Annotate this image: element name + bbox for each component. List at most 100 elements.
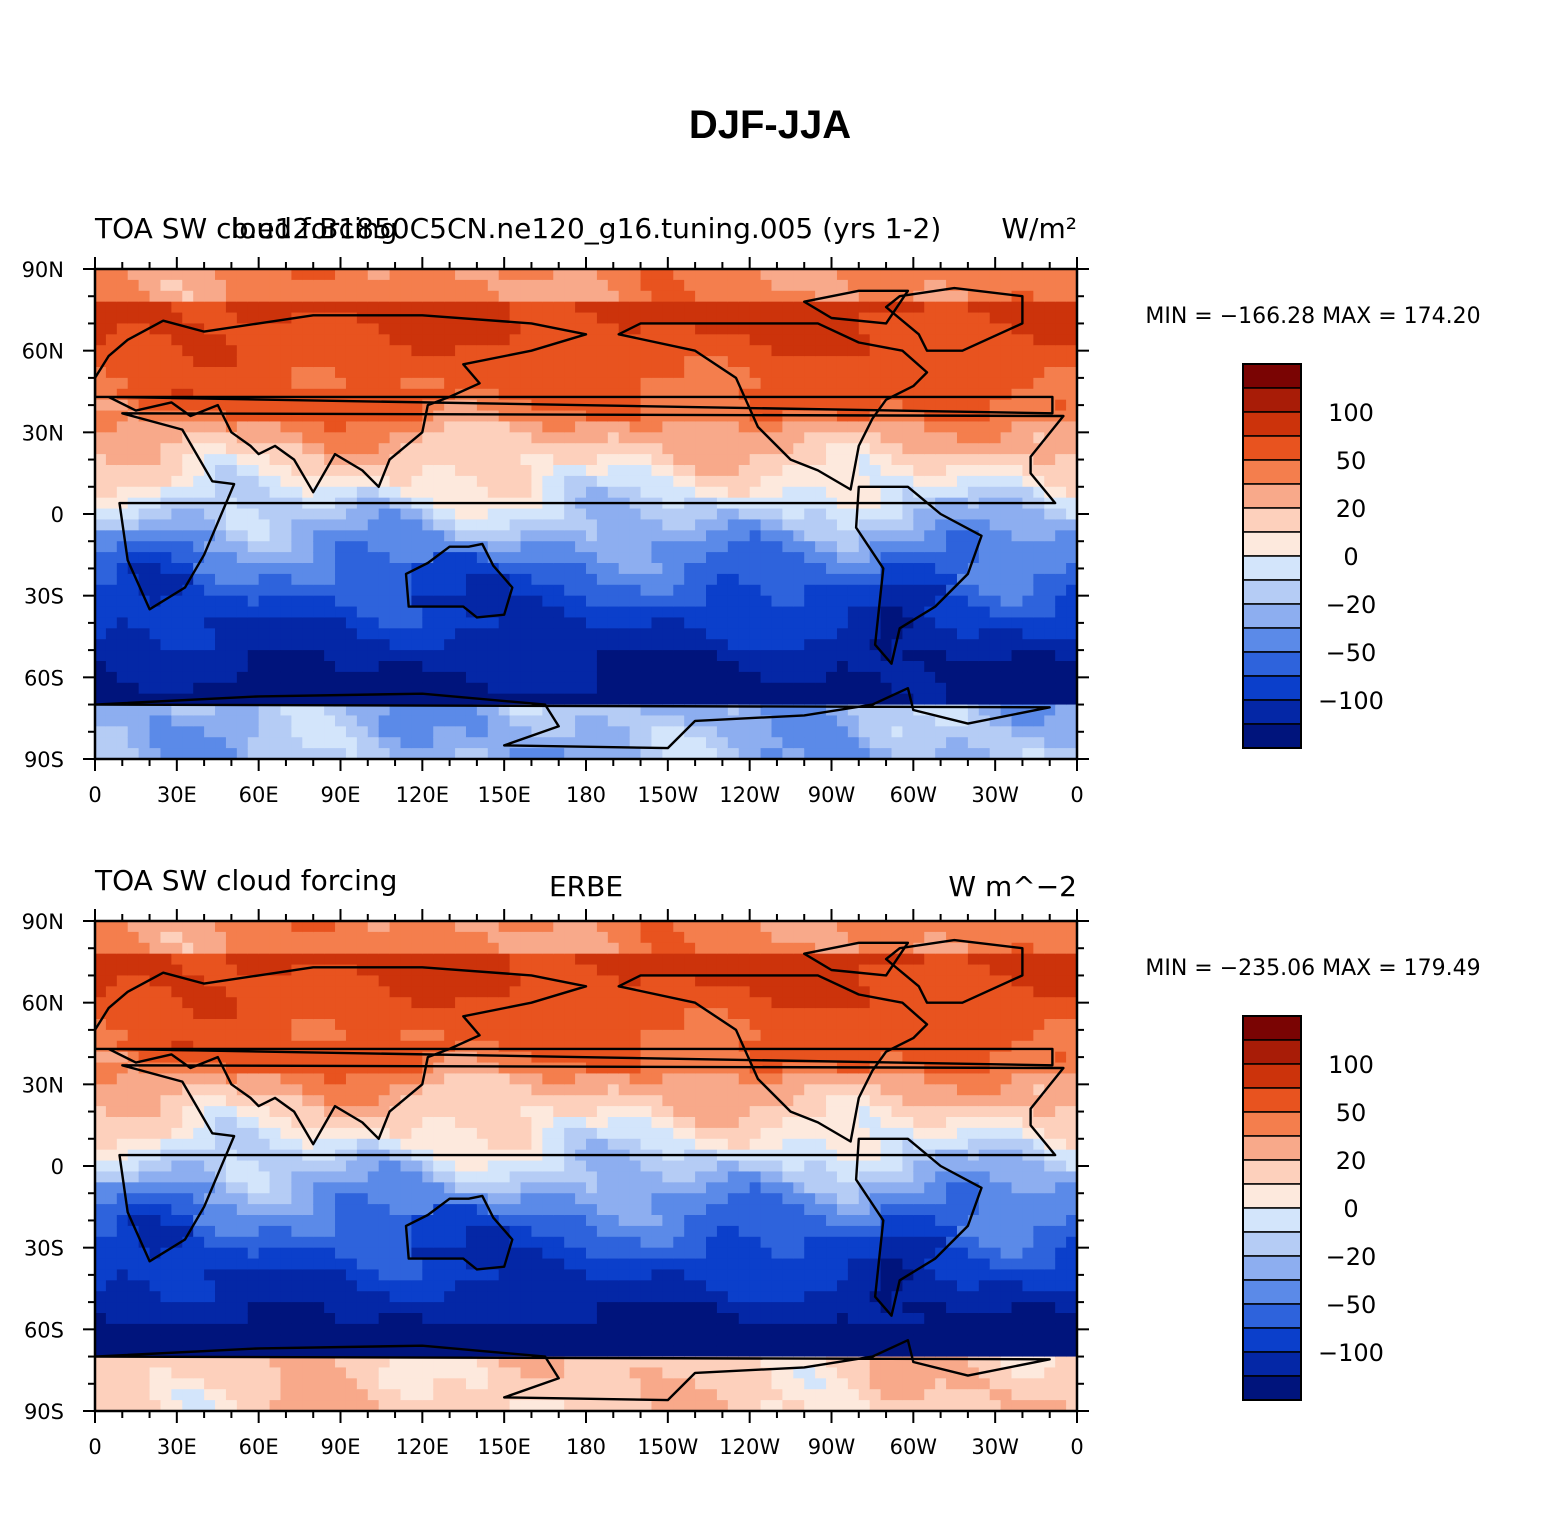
heatmap-cell <box>138 301 151 314</box>
heatmap-cell <box>575 334 587 346</box>
heatmap-cell <box>171 617 183 629</box>
heatmap-cell <box>280 410 292 423</box>
heatmap-cell <box>476 465 489 477</box>
heatmap-cell <box>946 388 958 401</box>
heatmap-cell <box>902 279 914 292</box>
heatmap-cell <box>160 693 172 706</box>
heatmap-cell <box>629 650 642 662</box>
heatmap-cell <box>640 345 653 357</box>
heatmap-cell <box>498 388 511 401</box>
heatmap-cell <box>105 704 118 717</box>
heatmap-cell <box>105 497 118 510</box>
heatmap-cell <box>804 367 816 379</box>
heatmap-cell <box>869 475 882 488</box>
heatmap-cell <box>738 410 751 423</box>
heatmap-cell <box>236 1182 249 1194</box>
heatmap-cell <box>1011 399 1024 412</box>
heatmap-cell <box>498 639 511 651</box>
heatmap-cell <box>247 1280 260 1292</box>
heatmap-cell <box>586 475 598 488</box>
heatmap-cell <box>182 1062 194 1075</box>
heatmap-cell <box>564 323 576 335</box>
heatmap-cell <box>749 737 762 749</box>
heatmap-cell <box>1033 508 1045 521</box>
heatmap-cell <box>444 552 456 564</box>
heatmap-cell <box>575 595 587 608</box>
heatmap-cell <box>1011 595 1024 608</box>
heatmap-cell <box>291 671 303 684</box>
heatmap-cell <box>411 301 423 314</box>
coastline <box>118 412 1065 611</box>
heatmap-cell <box>586 454 598 466</box>
heatmap-cell <box>629 508 642 521</box>
heatmap-cell <box>760 399 773 412</box>
heatmap-cell <box>1055 671 1067 684</box>
heatmap-cell <box>182 1160 194 1173</box>
heatmap-cell <box>95 1106 107 1118</box>
heatmap-cell <box>727 388 740 401</box>
heatmap-cell <box>269 356 282 368</box>
heatmap-cell <box>258 1171 271 1183</box>
heatmap-cell <box>236 1193 249 1205</box>
heatmap-cell <box>989 737 1002 749</box>
heatmap-cell <box>651 334 663 346</box>
heatmap-cell <box>967 334 980 346</box>
heatmap-cell <box>400 432 413 444</box>
heatmap-cell <box>127 475 140 488</box>
heatmap-cell <box>149 661 162 673</box>
heatmap-cell <box>935 737 947 749</box>
heatmap-cell <box>607 443 620 455</box>
heatmap-cell <box>618 410 631 423</box>
heatmap-cell <box>204 1323 216 1336</box>
heatmap-cell <box>313 617 325 629</box>
heatmap-cell <box>662 639 674 651</box>
heatmap-cell <box>182 1019 194 1031</box>
heatmap-cell <box>247 650 260 662</box>
heatmap-cell <box>465 454 478 466</box>
heatmap-cell <box>269 1171 282 1183</box>
heatmap-cell <box>193 682 205 695</box>
heatmap-cell <box>160 1182 172 1194</box>
heatmap-cell <box>967 279 980 292</box>
heatmap-cell <box>302 334 314 346</box>
heatmap-cell <box>236 421 249 433</box>
heatmap-cell <box>1022 737 1034 749</box>
colorbar-swatch <box>1242 531 1302 557</box>
heatmap-cell <box>247 953 260 966</box>
heatmap-cell <box>487 671 500 684</box>
heatmap-cell <box>356 421 369 433</box>
heatmap-cell <box>422 552 434 564</box>
heatmap-cell <box>815 454 827 466</box>
heatmap-cell <box>433 650 445 662</box>
heatmap-cell <box>1022 541 1034 553</box>
heatmap-cell <box>847 617 860 629</box>
heatmap-cell <box>95 1171 107 1183</box>
heatmap-cell <box>411 530 423 542</box>
heatmap-cell <box>1011 541 1024 553</box>
heatmap-cell <box>95 465 107 477</box>
heatmap-cell <box>629 639 642 651</box>
heatmap-cell <box>553 617 565 629</box>
heatmap-cell <box>171 997 183 1009</box>
heatmap-cell <box>116 628 129 640</box>
heatmap-cell <box>149 1029 162 1042</box>
heatmap-cell <box>1022 356 1034 368</box>
heatmap-cell <box>422 639 434 651</box>
heatmap-cell <box>684 454 696 466</box>
heatmap-cell <box>95 748 107 759</box>
heatmap-cell <box>836 639 849 651</box>
heatmap-cell <box>291 486 303 499</box>
heatmap-cell <box>324 737 336 749</box>
heatmap-cell <box>586 279 598 292</box>
heatmap-cell <box>378 388 391 401</box>
heatmap-cell <box>760 301 773 314</box>
heatmap-cell <box>607 737 620 749</box>
heatmap-cell <box>618 486 631 499</box>
heatmap-cell <box>826 573 838 586</box>
heatmap-cell <box>116 617 129 629</box>
heatmap-cell <box>127 279 140 292</box>
heatmap-cell <box>815 573 827 586</box>
heatmap-cell <box>1055 454 1067 466</box>
heatmap-cell <box>127 737 140 749</box>
heatmap-cell <box>160 345 172 357</box>
